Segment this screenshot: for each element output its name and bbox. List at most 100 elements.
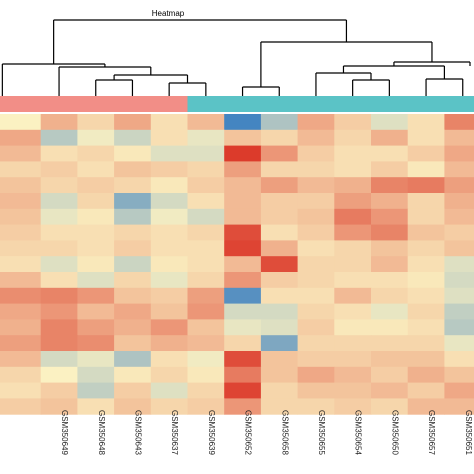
heatmap-cell bbox=[260, 272, 299, 289]
heatmap-cell bbox=[77, 303, 115, 320]
heatmap-cell bbox=[444, 240, 474, 257]
heatmap-cell bbox=[407, 193, 445, 210]
heatmap-cell bbox=[187, 272, 225, 289]
heatmap-cell bbox=[334, 193, 372, 210]
heatmap-cell bbox=[334, 366, 372, 384]
heatmap-cell bbox=[0, 256, 42, 273]
heatmap-cell bbox=[444, 177, 474, 194]
heatmap-cell bbox=[0, 303, 42, 320]
heatmap-cell bbox=[334, 287, 372, 305]
heatmap-cell bbox=[150, 366, 188, 384]
heatmap-cell bbox=[297, 114, 335, 131]
heatmap-cell bbox=[150, 272, 188, 289]
heatmap-cell bbox=[260, 224, 299, 241]
heatmap-cell bbox=[444, 256, 474, 273]
heatmap-cell bbox=[334, 208, 372, 226]
heatmap-cell bbox=[77, 129, 115, 147]
heatmap-cell bbox=[334, 319, 372, 336]
heatmap-cell bbox=[297, 398, 335, 415]
heatmap-cell bbox=[77, 319, 115, 336]
heatmap-cell bbox=[297, 240, 335, 257]
heatmap-cell bbox=[40, 272, 78, 289]
heatmap-cell bbox=[40, 287, 78, 305]
heatmap-cell bbox=[297, 224, 335, 241]
heatmap-cell bbox=[187, 177, 225, 194]
heatmap-cell bbox=[40, 161, 78, 178]
heatmap-cell bbox=[444, 287, 474, 305]
column-dendrogram bbox=[1, 19, 471, 96]
heatmap-cell bbox=[150, 398, 188, 415]
group-bar-segment-1 bbox=[0, 96, 188, 112]
heatmap-cell bbox=[77, 256, 115, 273]
heatmap-cell bbox=[371, 145, 409, 162]
heatmap-cell bbox=[150, 351, 188, 368]
heatmap-cell bbox=[187, 382, 225, 399]
heatmap-cell bbox=[444, 114, 474, 131]
heatmap-cell bbox=[77, 366, 115, 384]
heatmap-cell bbox=[114, 319, 152, 336]
heatmap-cell bbox=[0, 351, 42, 368]
heatmap-cell bbox=[40, 382, 78, 399]
heatmap-cell bbox=[371, 335, 409, 352]
heatmap-cell bbox=[150, 193, 188, 210]
heatmap-cell bbox=[114, 240, 152, 257]
heatmap-cell bbox=[444, 208, 474, 226]
heatmap-cell bbox=[150, 256, 188, 273]
heatmap-cell bbox=[224, 256, 262, 273]
heatmap-cell bbox=[150, 319, 188, 336]
heatmap-cell bbox=[407, 335, 445, 352]
heatmap-cell bbox=[40, 256, 78, 273]
heatmap-cell bbox=[260, 240, 299, 257]
heatmap-cell bbox=[77, 193, 115, 210]
heatmap-cells bbox=[0, 114, 474, 415]
heatmap-cell bbox=[187, 161, 225, 178]
heatmap-cell bbox=[224, 366, 262, 384]
heatmap-cell bbox=[334, 129, 372, 147]
heatmap-cell bbox=[224, 129, 262, 147]
heatmap-cell bbox=[150, 114, 188, 131]
heatmap-cell bbox=[114, 193, 152, 210]
heatmap-cell bbox=[224, 287, 262, 305]
heatmap-cell bbox=[0, 240, 42, 257]
heatmap-cell bbox=[260, 256, 299, 273]
heatmap-cell bbox=[444, 382, 474, 399]
column-label: GSM350650 bbox=[390, 410, 399, 455]
heatmap-cell bbox=[334, 351, 372, 368]
heatmap-cell bbox=[371, 382, 409, 399]
heatmap-cell bbox=[114, 256, 152, 273]
heatmap-cell bbox=[150, 145, 188, 162]
heatmap-cell bbox=[114, 287, 152, 305]
heatmap-cell bbox=[40, 303, 78, 320]
heatmap-cell bbox=[0, 224, 42, 241]
heatmap-cell bbox=[40, 335, 78, 352]
heatmap-cell bbox=[77, 398, 115, 415]
heatmap-cell bbox=[297, 177, 335, 194]
heatmap-cell bbox=[260, 145, 299, 162]
heatmap-cell bbox=[371, 161, 409, 178]
heatmap-cell bbox=[0, 382, 42, 399]
heatmap-cell bbox=[150, 224, 188, 241]
heatmap-cell bbox=[187, 129, 225, 147]
heatmap-cell bbox=[224, 161, 262, 178]
heatmap-cell bbox=[444, 319, 474, 336]
heatmap-cell bbox=[334, 303, 372, 320]
heatmap-cell bbox=[77, 287, 115, 305]
heatmap-cell bbox=[407, 114, 445, 131]
heatmap-cell bbox=[444, 129, 474, 147]
heatmap-cell bbox=[371, 319, 409, 336]
heatmap-cell bbox=[260, 161, 299, 178]
heatmap-cell bbox=[40, 208, 78, 226]
heatmap-cell bbox=[297, 193, 335, 210]
column-label: GSM350657 bbox=[427, 410, 436, 455]
heatmap-cell bbox=[150, 161, 188, 178]
heatmap-cell bbox=[187, 287, 225, 305]
heatmap-cell bbox=[114, 161, 152, 178]
heatmap-cell bbox=[0, 114, 42, 131]
heatmap-cell bbox=[260, 208, 299, 226]
heatmap-cell bbox=[187, 335, 225, 352]
heatmap-cell bbox=[40, 319, 78, 336]
heatmap-cell bbox=[187, 240, 225, 257]
heatmap-cell bbox=[187, 351, 225, 368]
heatmap-cell bbox=[297, 145, 335, 162]
